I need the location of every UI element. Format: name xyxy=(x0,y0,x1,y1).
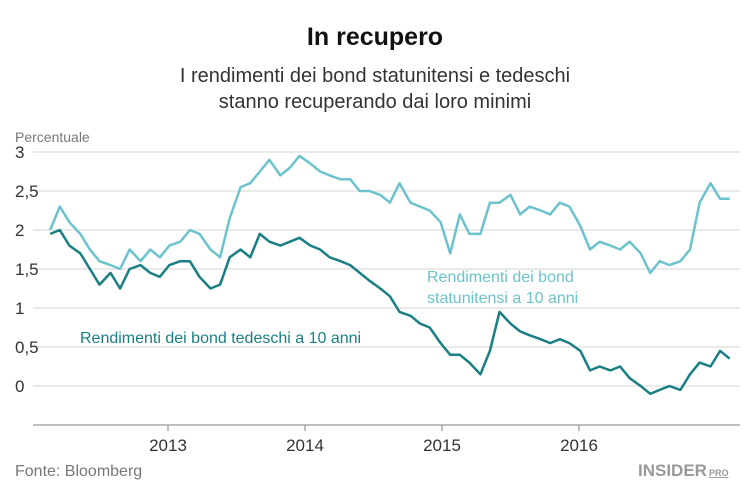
y-axis-label: Percentuale xyxy=(15,129,90,145)
y-tick-label: 2 xyxy=(15,221,24,240)
chart-subtitle-line-2: stanno recuperando dai loro minimi xyxy=(219,91,531,113)
y-axis-ticks: 0 0,5 1 1,5 2 2,5 3 xyxy=(15,143,39,396)
y-tick-label: 0 xyxy=(15,377,24,396)
x-tick-label: 2013 xyxy=(149,436,187,455)
x-tick-label: 2014 xyxy=(286,436,324,455)
series-lines xyxy=(49,154,731,396)
series-label-us-line-2: statunitensi a 10 anni xyxy=(427,290,578,307)
series-line-de-10y xyxy=(49,228,731,396)
chart-title: In recupero xyxy=(307,23,443,51)
y-tick-label: 3 xyxy=(15,143,24,162)
y-tick-label: 1,5 xyxy=(15,260,39,279)
series-label-de: Rendimenti dei bond tedeschi a 10 anni xyxy=(80,330,361,347)
source-note: Fonte: Bloomberg xyxy=(15,463,142,480)
x-axis-ticks: 2013 2014 2015 2016 xyxy=(149,425,598,455)
gridlines xyxy=(33,151,740,387)
y-tick-label: 0,5 xyxy=(15,338,39,357)
y-tick-label: 2,5 xyxy=(15,182,39,201)
insider-pro-logo: INSIDER PRO xyxy=(638,461,728,480)
x-tick-label: 2016 xyxy=(560,436,598,455)
y-tick-label: 1 xyxy=(15,299,24,318)
series-label-us-line-1: Rendimenti dei bond xyxy=(427,269,574,286)
series-line-us-10y xyxy=(49,154,730,275)
chart-subtitle-line-1: I rendimenti dei bond statunitensi e ted… xyxy=(180,65,570,87)
series-label-us: Rendimenti dei bond statunitensi a 10 an… xyxy=(427,269,578,307)
x-tick-label: 2015 xyxy=(423,436,461,455)
